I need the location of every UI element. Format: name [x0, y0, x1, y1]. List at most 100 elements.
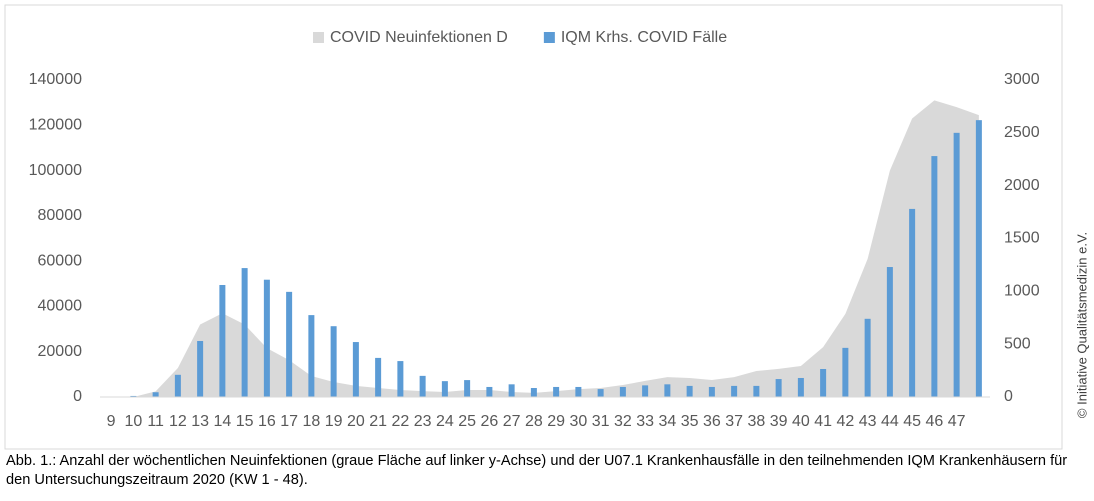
x-tick-label: 23 — [414, 413, 432, 430]
bar — [219, 284, 226, 397]
x-tick-label: 40 — [792, 413, 810, 430]
bar — [352, 342, 359, 397]
x-tick-label: 26 — [480, 413, 498, 430]
bar — [953, 132, 960, 398]
bar — [197, 340, 204, 397]
x-tick-label: 19 — [325, 413, 343, 430]
x-tick-label: 36 — [703, 413, 721, 430]
y2-tick-label: 2000 — [1004, 177, 1040, 194]
bar — [731, 385, 738, 397]
x-tick-label: 37 — [725, 413, 743, 430]
y2-tick-label: 2500 — [1004, 124, 1040, 141]
x-tick-label: 17 — [280, 413, 298, 430]
bar — [419, 375, 426, 397]
bar — [886, 267, 893, 397]
x-tick-label: 14 — [213, 413, 231, 430]
x-tick-label: 44 — [881, 413, 899, 430]
x-tick-label: 42 — [836, 413, 854, 430]
bar — [286, 291, 293, 397]
x-tick-label: 15 — [236, 413, 254, 430]
x-tick-label: 31 — [592, 413, 610, 430]
legend-label: COVID Neuinfektionen D — [330, 29, 508, 46]
x-tick-label: 46 — [925, 413, 943, 430]
x-tick-label: 20 — [347, 413, 365, 430]
x-tick-label: 41 — [814, 413, 832, 430]
legend-swatch — [313, 32, 324, 43]
copyright: © Initiative Qualitätsmedizin e.V. — [1074, 232, 1089, 418]
x-tick-label: 47 — [948, 413, 966, 430]
bar — [441, 381, 448, 397]
bar — [597, 389, 604, 397]
bar — [931, 156, 938, 397]
bar — [241, 268, 248, 397]
bar — [909, 208, 916, 397]
y-tick-label: 60000 — [38, 252, 83, 269]
x-tick-label: 28 — [525, 413, 543, 430]
x-tick-label: 43 — [859, 413, 877, 430]
y-tick-label: 100000 — [29, 162, 82, 179]
bar — [686, 385, 693, 397]
y-tick-label: 40000 — [38, 298, 83, 315]
bar — [797, 377, 804, 397]
bar — [820, 368, 827, 397]
x-tick-label: 10 — [124, 413, 142, 430]
bar — [975, 120, 982, 398]
x-tick-label: 30 — [569, 413, 587, 430]
bar — [486, 386, 493, 397]
caption: Abb. 1.: Anzahl der wöchentlichen Neuinf… — [6, 453, 1068, 488]
y2-tick-label: 1500 — [1004, 230, 1040, 247]
bar — [263, 279, 270, 397]
x-tick-label: 32 — [614, 413, 632, 430]
bar — [664, 384, 671, 397]
x-tick-label: 9 — [107, 413, 116, 430]
bar — [330, 326, 337, 397]
x-tick-label: 11 — [147, 413, 164, 430]
area — [111, 100, 979, 397]
x-tick-label: 21 — [369, 413, 387, 430]
bar — [397, 361, 404, 397]
x-tick-label: 22 — [391, 413, 409, 430]
x-tick-label: 45 — [903, 413, 921, 430]
bar — [575, 386, 582, 397]
x-tick-label: 29 — [547, 413, 565, 430]
legend-label: IQM Krhs. COVID Fälle — [561, 29, 727, 46]
bar — [464, 380, 471, 397]
bar — [753, 385, 760, 397]
chart-border — [4, 4, 1063, 450]
y-tick-label: 140000 — [29, 71, 82, 88]
bar — [375, 357, 382, 397]
bar — [308, 315, 315, 397]
bar — [553, 386, 560, 397]
bar — [642, 385, 649, 397]
y-tick-label: 20000 — [38, 343, 83, 360]
x-tick-label: 13 — [191, 413, 209, 430]
x-tick-label: 25 — [458, 413, 476, 430]
x-tick-label: 38 — [747, 413, 765, 430]
bar — [775, 379, 782, 397]
bar — [530, 388, 537, 397]
x-tick-label: 24 — [436, 413, 454, 430]
y2-tick-label: 1000 — [1004, 283, 1040, 300]
bar — [174, 374, 181, 397]
x-tick-label: 39 — [770, 413, 788, 430]
bar — [842, 347, 849, 397]
legend-swatch — [543, 32, 555, 43]
bar — [508, 384, 515, 397]
y-tick-label: 120000 — [29, 117, 82, 134]
chart: © Initiative Qualitätsmedizin e.V. 0 2000… — [4, 4, 1089, 450]
bar — [130, 395, 137, 397]
x-tick-label: 12 — [169, 413, 187, 430]
x-tick-label: 35 — [681, 413, 699, 430]
x-tick-label: 16 — [258, 413, 276, 430]
y-tick-label: 0 — [73, 388, 82, 405]
x-tick-label: 27 — [503, 413, 521, 430]
x-tick-label: 34 — [658, 413, 676, 430]
x-tick-label: 33 — [636, 413, 654, 430]
y2-tick-label: 3000 — [1004, 71, 1040, 88]
y2-tick-label: 0 — [1004, 388, 1013, 405]
bar — [708, 386, 715, 397]
bar — [152, 392, 159, 397]
bar — [864, 318, 871, 397]
y-tick-label: 80000 — [38, 207, 83, 224]
